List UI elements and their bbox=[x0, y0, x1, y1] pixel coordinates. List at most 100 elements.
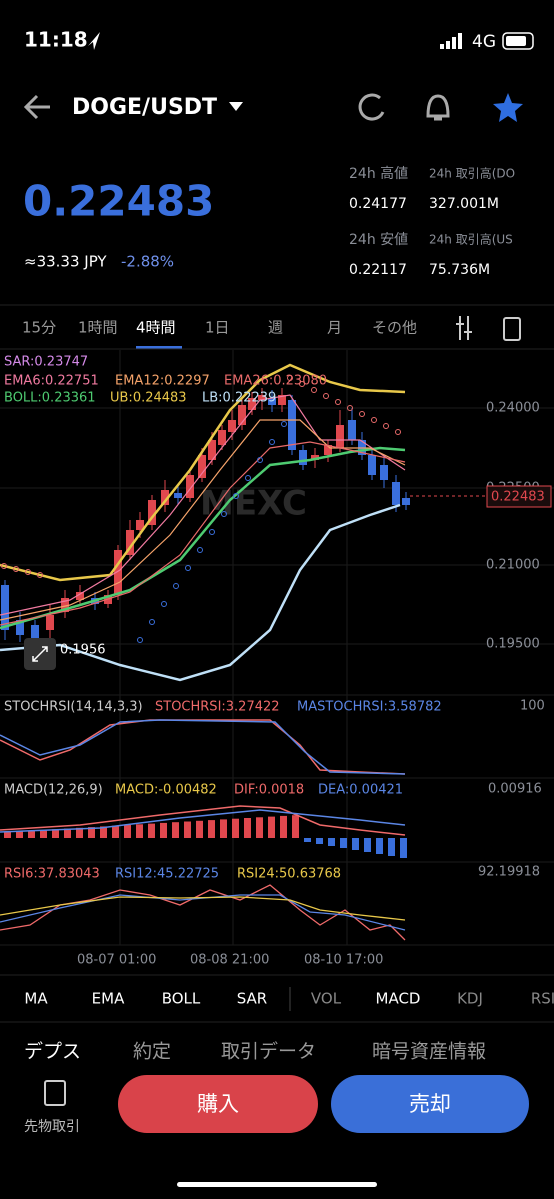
indicator-tab[interactable]: BOLL bbox=[162, 990, 201, 1008]
tab-underline bbox=[136, 346, 182, 349]
settings-button[interactable] bbox=[456, 316, 472, 340]
sar-dot bbox=[257, 457, 263, 463]
alert-button[interactable] bbox=[426, 94, 450, 121]
indicator-tab[interactable]: KDJ bbox=[457, 990, 483, 1008]
sell-button[interactable] bbox=[331, 1075, 529, 1133]
sar-dot bbox=[13, 566, 19, 572]
macd-bar bbox=[160, 822, 167, 838]
legend: DEA:0.00421 bbox=[318, 783, 403, 798]
indicator-tab[interactable]: EMA bbox=[92, 990, 125, 1008]
macd-bar bbox=[376, 838, 383, 854]
candle-body bbox=[392, 482, 400, 505]
axis-label: 100 bbox=[520, 699, 545, 714]
candle-body bbox=[61, 598, 69, 612]
candle-body bbox=[258, 395, 266, 400]
axis-label: 0.24000 bbox=[486, 401, 540, 416]
indicator-tab[interactable]: RSI bbox=[531, 990, 554, 1008]
stat-value: 75.736M bbox=[429, 262, 490, 278]
sar-dot bbox=[371, 417, 377, 423]
low-mark: 0.1956 bbox=[60, 643, 106, 658]
date-label: 08-10 17:00 bbox=[304, 953, 383, 968]
sar-dot bbox=[137, 637, 143, 643]
legend: STOCHRSI:3.27422 bbox=[155, 700, 280, 715]
candle-body bbox=[1, 585, 9, 630]
buy-button[interactable] bbox=[118, 1075, 318, 1133]
macd-bar bbox=[196, 820, 203, 838]
timeframe-tab[interactable]: 1日 bbox=[205, 319, 230, 337]
location-icon bbox=[88, 32, 100, 50]
macd-bar bbox=[244, 818, 251, 838]
stat-label: 24h 安値 bbox=[349, 232, 408, 248]
refresh-button[interactable] bbox=[358, 93, 385, 121]
stat-value: 0.22117 bbox=[349, 262, 407, 278]
indicator-tabs: MA EMA BOLL SAR VOL MACD KDJ RSI bbox=[24, 990, 554, 1008]
bottom-tab[interactable]: 暗号資産情報 bbox=[372, 1041, 486, 1063]
rotate-button[interactable] bbox=[503, 317, 521, 341]
legend: DIF:0.0018 bbox=[234, 783, 304, 798]
macd-bar bbox=[388, 838, 395, 856]
timeframe-tab[interactable]: 1時間 bbox=[78, 319, 118, 337]
stat-value: 0.24177 bbox=[349, 196, 407, 212]
indicator-tab[interactable]: SAR bbox=[237, 990, 267, 1008]
macd-bar bbox=[328, 838, 335, 846]
macd-bar bbox=[364, 838, 371, 852]
battery bbox=[502, 32, 534, 50]
timeframe-tab[interactable]: 15分 bbox=[22, 319, 56, 337]
sar-dot bbox=[323, 393, 329, 399]
candle-body bbox=[299, 450, 307, 465]
buy-label[interactable]: 購入 bbox=[197, 1092, 239, 1116]
bottom-tab[interactable]: 約定 bbox=[133, 1041, 171, 1063]
indicator-tab[interactable]: VOL bbox=[311, 990, 342, 1008]
timeframe-tab[interactable]: 週 bbox=[268, 319, 283, 337]
candle-body bbox=[148, 500, 156, 525]
stat-label: 24h 取引高(US bbox=[429, 233, 513, 247]
futures-icon[interactable] bbox=[44, 1080, 66, 1106]
legend: EMA12:0.2297 bbox=[115, 374, 210, 389]
legend: MACD:-0.00482 bbox=[115, 783, 217, 798]
panel-title: STOCHRSI(14,14,3,3) bbox=[4, 700, 143, 715]
sar-dot bbox=[287, 375, 293, 381]
sar-dot bbox=[161, 601, 167, 607]
sar-dot bbox=[311, 387, 317, 393]
legend: EMA26:0.23080 bbox=[224, 374, 327, 389]
panel-title: MACD(12,26,9) bbox=[4, 783, 103, 798]
stat-value: 327.001M bbox=[429, 196, 499, 212]
candle-body bbox=[228, 420, 236, 432]
indicator-tab[interactable]: MACD bbox=[376, 990, 421, 1008]
current-price-box bbox=[486, 485, 552, 508]
macd-bar bbox=[4, 832, 11, 838]
sar-dot bbox=[245, 475, 251, 481]
date-label: 08-08 21:00 bbox=[190, 953, 269, 968]
candle-body bbox=[336, 425, 344, 448]
sar-dot bbox=[37, 572, 43, 578]
pair-dropdown[interactable] bbox=[229, 102, 243, 111]
timeframe-tab[interactable]: 4時間 bbox=[136, 319, 176, 337]
macd-histogram bbox=[4, 815, 407, 858]
sar-dot bbox=[359, 411, 365, 417]
macd-bar bbox=[184, 821, 191, 838]
sar-dot bbox=[173, 583, 179, 589]
bottom-tab[interactable]: 取引データ bbox=[221, 1041, 316, 1063]
candle-body bbox=[278, 395, 286, 405]
sar-dot bbox=[149, 619, 155, 625]
sell-label[interactable]: 売却 bbox=[409, 1092, 451, 1116]
favorite-button[interactable] bbox=[493, 93, 523, 122]
candle-body bbox=[288, 400, 296, 450]
sar-dot bbox=[335, 399, 341, 405]
timeframe-tab[interactable]: 月 bbox=[327, 319, 342, 337]
indicator-tab[interactable]: MA bbox=[24, 990, 48, 1008]
candle-body bbox=[198, 455, 206, 478]
axis-label: 0.00916 bbox=[488, 782, 542, 797]
timeframe-tab[interactable]: その他 bbox=[372, 319, 417, 337]
candle-body bbox=[348, 420, 356, 440]
bottom-tab[interactable]: デプス bbox=[24, 1041, 81, 1063]
macd-bar bbox=[292, 815, 299, 838]
change: -2.88% bbox=[121, 253, 174, 271]
dif-line bbox=[0, 805, 406, 836]
futures-button[interactable]: 先物取引 bbox=[24, 1119, 80, 1135]
pair[interactable]: DOGE/USDT bbox=[72, 95, 217, 120]
legend: RSI12:45.22725 bbox=[115, 867, 219, 882]
sar-dot bbox=[221, 511, 227, 517]
back-button[interactable] bbox=[23, 94, 50, 120]
